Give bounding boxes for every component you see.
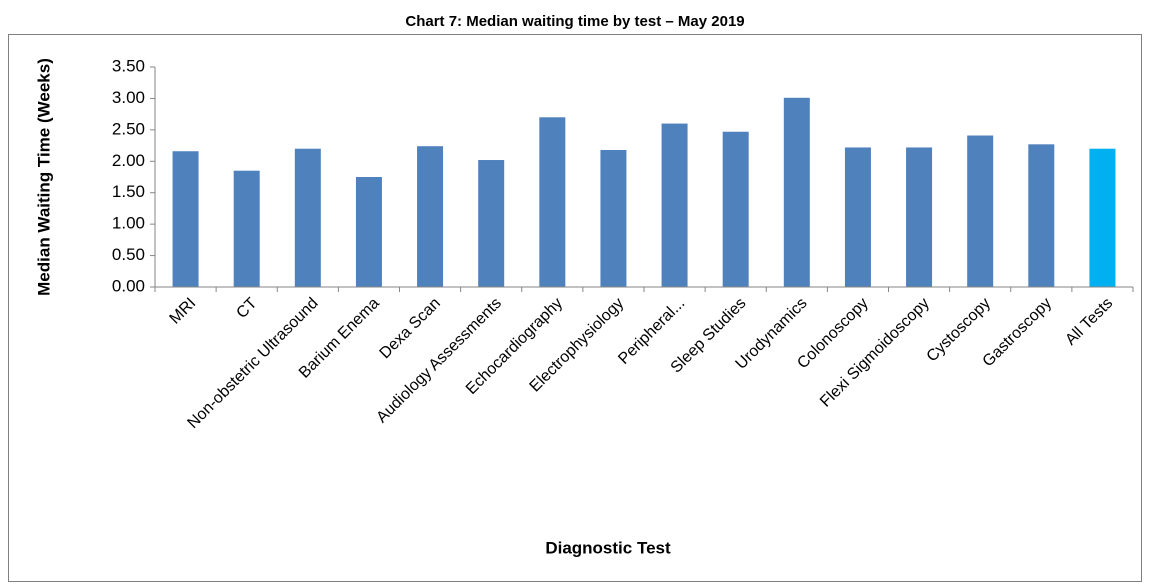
- x-tick-label: CT: [233, 295, 260, 322]
- x-axis-title: Diagnostic Test: [545, 538, 671, 557]
- y-axis-title: Median Waiting Time (Weeks): [34, 58, 53, 296]
- x-tick-label: Audiology Assessments: [373, 295, 505, 427]
- y-tick-label: 3.00: [112, 88, 145, 107]
- x-tick-label: Dexa Scan: [377, 295, 444, 362]
- y-tick-label: 0.00: [112, 276, 145, 295]
- bar: [294, 148, 321, 287]
- y-tick-label: 1.00: [112, 214, 145, 233]
- bar: [478, 160, 505, 287]
- y-tick-label: 3.50: [112, 56, 145, 75]
- x-tick-label: All Tests: [1062, 295, 1116, 349]
- bar: [1028, 144, 1055, 287]
- bar: [539, 117, 566, 288]
- bar: [355, 177, 382, 287]
- bar: [417, 146, 444, 287]
- bar: [844, 147, 871, 287]
- y-tick-label: 2.00: [112, 151, 145, 170]
- bar: [722, 131, 749, 287]
- y-tick-label: 2.50: [112, 119, 145, 138]
- bar: [783, 97, 810, 287]
- chart-title: Chart 7: Median waiting time by test – M…: [405, 13, 744, 30]
- bar: [1089, 148, 1116, 287]
- bar: [967, 135, 994, 287]
- bar: [600, 149, 627, 287]
- y-tick-label: 1.50: [112, 182, 145, 201]
- bar: [172, 151, 199, 287]
- y-tick-label: 0.50: [112, 245, 145, 264]
- bar: [661, 123, 688, 287]
- x-tick-label: Flexi Sigmoidoscopy: [817, 295, 933, 411]
- x-tick-label: MRI: [167, 295, 200, 328]
- bar: [233, 170, 260, 287]
- bar: [906, 147, 933, 287]
- chart-border: [8, 34, 1142, 582]
